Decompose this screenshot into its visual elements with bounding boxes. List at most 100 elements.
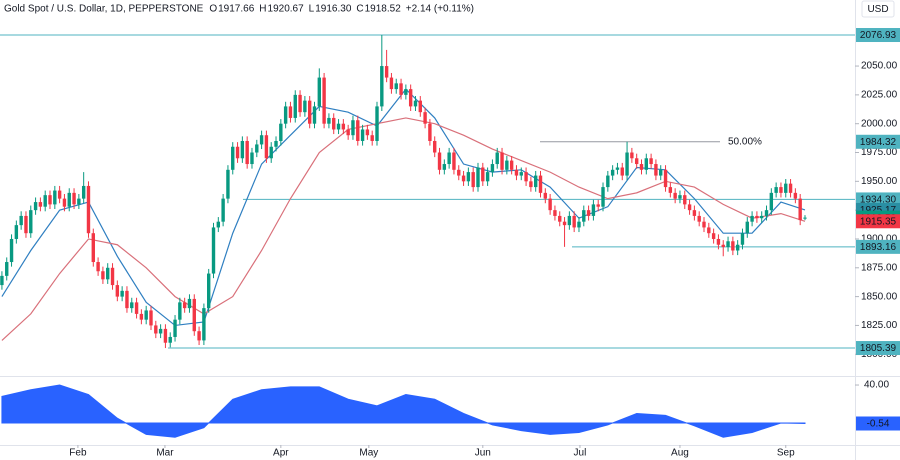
candle-body bbox=[745, 221, 749, 234]
candle-body bbox=[558, 215, 562, 222]
candle-body bbox=[644, 158, 648, 170]
candle-body bbox=[793, 192, 798, 199]
candle-body bbox=[567, 215, 572, 226]
candle-body bbox=[721, 244, 725, 248]
candle-body bbox=[788, 183, 793, 193]
candle-body bbox=[461, 175, 466, 182]
candle-body bbox=[53, 190, 57, 205]
y-tick-label: 1850.00 bbox=[861, 291, 898, 302]
price-label: 1934.30 bbox=[860, 195, 897, 206]
candle-body bbox=[57, 190, 62, 199]
candle-body bbox=[538, 175, 543, 193]
price-label-box bbox=[856, 214, 900, 229]
candle-body bbox=[101, 271, 105, 280]
candle-body bbox=[332, 117, 336, 130]
ohlc-label: L bbox=[309, 4, 315, 15]
candle-body bbox=[389, 77, 394, 90]
candle-body bbox=[33, 202, 38, 211]
candle-body bbox=[226, 169, 230, 199]
currency-button[interactable] bbox=[861, 0, 895, 18]
candle-body bbox=[173, 319, 177, 337]
candle-body bbox=[250, 152, 254, 165]
candle-body bbox=[481, 167, 485, 182]
candle-body bbox=[327, 117, 331, 124]
candle-body bbox=[620, 167, 624, 176]
x-tick-label: Aug bbox=[671, 448, 689, 459]
candle-body bbox=[24, 215, 28, 234]
ohlc-value: 1920.67 bbox=[268, 4, 305, 15]
ohlc-value: 1917.66 bbox=[218, 4, 255, 15]
price-label-box bbox=[856, 192, 900, 207]
y-tick-label: 1950.00 bbox=[861, 176, 898, 187]
candle-body bbox=[678, 195, 682, 199]
price-label-box bbox=[856, 341, 900, 356]
y-tick-label: 1875.00 bbox=[861, 262, 898, 273]
candle-body bbox=[202, 308, 206, 341]
candle-body bbox=[591, 204, 596, 216]
candle-body bbox=[77, 198, 81, 205]
candle-body bbox=[428, 123, 432, 141]
candle-body bbox=[336, 123, 341, 130]
candle-body bbox=[803, 217, 807, 219]
candle-body bbox=[394, 83, 398, 90]
candle-body bbox=[466, 172, 471, 182]
candle-body bbox=[197, 331, 201, 341]
candle-body bbox=[240, 140, 245, 159]
ohlc-label: C bbox=[356, 4, 363, 15]
candle-body bbox=[442, 164, 447, 170]
candle-body bbox=[610, 169, 615, 176]
candle-body bbox=[716, 238, 721, 245]
candle-body bbox=[154, 325, 158, 334]
fib-label: 50.00% bbox=[728, 136, 762, 147]
candle-body bbox=[582, 210, 586, 222]
candle-body bbox=[293, 94, 297, 118]
chart-title: Gold Spot / U.S. Dollar, 1D, PEPPERSTONE bbox=[4, 4, 204, 15]
ohlc-value: 1916.30 bbox=[315, 4, 352, 15]
candle-body bbox=[356, 120, 360, 141]
candle-body bbox=[216, 221, 221, 228]
candle-body bbox=[697, 215, 701, 222]
candle-body bbox=[72, 192, 76, 205]
candle-body bbox=[596, 204, 600, 207]
candle-body bbox=[149, 310, 153, 326]
price-label: 2076.93 bbox=[860, 30, 897, 41]
candle-body bbox=[182, 302, 187, 309]
candle-body bbox=[399, 83, 403, 95]
currency[interactable]: USD bbox=[867, 4, 888, 15]
candle-body bbox=[562, 221, 567, 226]
candle-body bbox=[158, 328, 163, 334]
candle-body bbox=[110, 267, 115, 286]
price-label-box bbox=[856, 239, 900, 254]
candle-body bbox=[163, 328, 168, 343]
candle-body bbox=[663, 169, 668, 188]
candle-body bbox=[43, 195, 47, 207]
candle-body bbox=[452, 152, 456, 170]
candle-body bbox=[211, 227, 216, 274]
candle-body bbox=[524, 172, 528, 182]
candle-body bbox=[120, 290, 124, 297]
candle-body bbox=[774, 187, 778, 193]
candle-body bbox=[384, 66, 389, 78]
candle-body bbox=[760, 215, 764, 219]
candle-body bbox=[303, 100, 307, 113]
candle-body bbox=[750, 215, 754, 222]
candle-body bbox=[476, 167, 480, 188]
candle-body bbox=[769, 192, 774, 211]
y-tick-label: 1975.00 bbox=[861, 147, 898, 158]
candle-body bbox=[91, 233, 95, 263]
candle-body bbox=[298, 94, 302, 113]
candle-body bbox=[433, 140, 437, 153]
moving-average bbox=[1, 117, 806, 341]
candle-body bbox=[548, 198, 552, 211]
price-label-box bbox=[856, 134, 900, 149]
candle-body bbox=[346, 129, 350, 136]
candle-body bbox=[235, 146, 240, 159]
candle-body bbox=[577, 221, 581, 228]
candle-body bbox=[418, 100, 422, 113]
candle-body bbox=[96, 262, 100, 272]
price-label: 1915.35 bbox=[860, 216, 897, 227]
x-tick-label: Sep bbox=[777, 448, 795, 459]
candle-body bbox=[586, 210, 591, 216]
candle-body bbox=[48, 195, 52, 205]
candle-body bbox=[231, 146, 235, 170]
